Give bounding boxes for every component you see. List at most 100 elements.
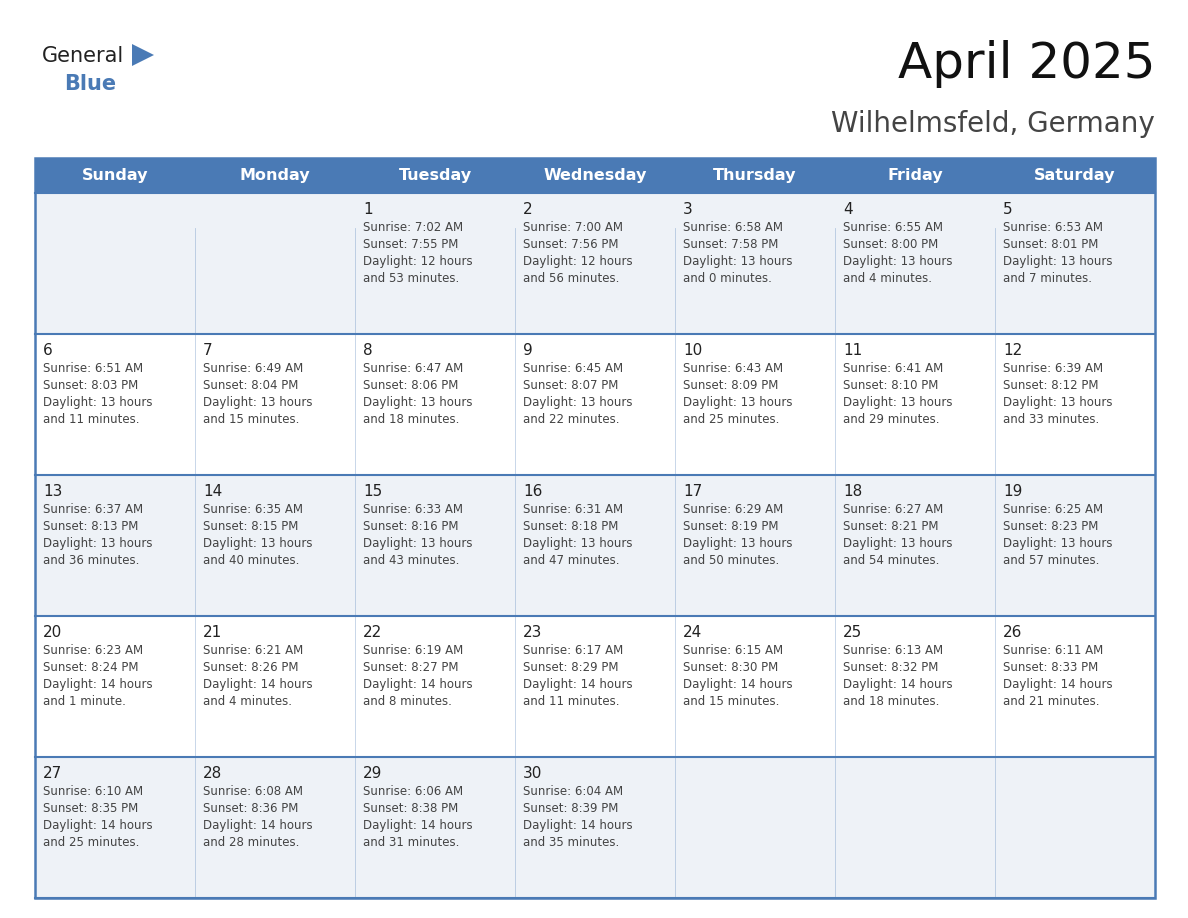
Text: Sunset: 8:06 PM: Sunset: 8:06 PM: [364, 379, 459, 392]
Text: Daylight: 13 hours: Daylight: 13 hours: [683, 396, 792, 409]
Text: Daylight: 13 hours: Daylight: 13 hours: [364, 396, 473, 409]
Text: and 18 minutes.: and 18 minutes.: [843, 695, 940, 708]
Text: and 15 minutes.: and 15 minutes.: [203, 413, 299, 426]
Text: Daylight: 13 hours: Daylight: 13 hours: [364, 537, 473, 550]
Text: 11: 11: [843, 343, 862, 358]
Text: and 15 minutes.: and 15 minutes.: [683, 695, 779, 708]
Text: 3: 3: [683, 202, 693, 217]
Text: Sunrise: 6:53 AM: Sunrise: 6:53 AM: [1003, 221, 1102, 234]
Text: 15: 15: [364, 484, 383, 499]
Text: and 0 minutes.: and 0 minutes.: [683, 272, 772, 285]
Text: 12: 12: [1003, 343, 1022, 358]
Text: Sunrise: 6:41 AM: Sunrise: 6:41 AM: [843, 362, 943, 375]
Text: Sunset: 8:30 PM: Sunset: 8:30 PM: [683, 661, 778, 674]
Text: Sunrise: 7:02 AM: Sunrise: 7:02 AM: [364, 221, 463, 234]
Text: Daylight: 14 hours: Daylight: 14 hours: [843, 678, 953, 691]
Text: and 47 minutes.: and 47 minutes.: [523, 554, 619, 567]
Text: and 56 minutes.: and 56 minutes.: [523, 272, 619, 285]
Text: Daylight: 13 hours: Daylight: 13 hours: [43, 537, 152, 550]
Text: Sunday: Sunday: [82, 168, 148, 183]
Text: and 57 minutes.: and 57 minutes.: [1003, 554, 1099, 567]
Text: and 50 minutes.: and 50 minutes.: [683, 554, 779, 567]
Text: and 8 minutes.: and 8 minutes.: [364, 695, 451, 708]
Text: 6: 6: [43, 343, 52, 358]
Text: Sunset: 8:09 PM: Sunset: 8:09 PM: [683, 379, 778, 392]
Text: Sunrise: 6:45 AM: Sunrise: 6:45 AM: [523, 362, 624, 375]
Text: and 53 minutes.: and 53 minutes.: [364, 272, 460, 285]
Text: and 28 minutes.: and 28 minutes.: [203, 836, 299, 849]
Bar: [34, 616, 1155, 757]
Text: and 29 minutes.: and 29 minutes.: [843, 413, 940, 426]
Text: and 11 minutes.: and 11 minutes.: [523, 695, 619, 708]
Text: Sunset: 7:55 PM: Sunset: 7:55 PM: [364, 238, 459, 251]
Text: Sunrise: 6:19 AM: Sunrise: 6:19 AM: [364, 644, 463, 657]
Text: Sunset: 8:29 PM: Sunset: 8:29 PM: [523, 661, 619, 674]
Text: Daylight: 13 hours: Daylight: 13 hours: [683, 537, 792, 550]
Text: 29: 29: [364, 766, 383, 781]
Text: Sunrise: 6:49 AM: Sunrise: 6:49 AM: [203, 362, 303, 375]
Text: 13: 13: [43, 484, 63, 499]
Text: Sunrise: 6:11 AM: Sunrise: 6:11 AM: [1003, 644, 1104, 657]
Text: Sunset: 8:03 PM: Sunset: 8:03 PM: [43, 379, 138, 392]
Text: Daylight: 13 hours: Daylight: 13 hours: [683, 255, 792, 268]
Text: Sunset: 8:24 PM: Sunset: 8:24 PM: [43, 661, 139, 674]
Text: Daylight: 13 hours: Daylight: 13 hours: [203, 537, 312, 550]
Text: Sunset: 8:23 PM: Sunset: 8:23 PM: [1003, 520, 1099, 533]
Text: and 43 minutes.: and 43 minutes.: [364, 554, 460, 567]
Text: April 2025: April 2025: [897, 40, 1155, 88]
Text: Sunrise: 6:15 AM: Sunrise: 6:15 AM: [683, 644, 783, 657]
Text: Sunset: 8:13 PM: Sunset: 8:13 PM: [43, 520, 138, 533]
Text: Wednesday: Wednesday: [543, 168, 646, 183]
Text: Sunset: 8:10 PM: Sunset: 8:10 PM: [843, 379, 939, 392]
Text: Daylight: 14 hours: Daylight: 14 hours: [203, 819, 312, 832]
Text: Sunrise: 6:13 AM: Sunrise: 6:13 AM: [843, 644, 943, 657]
Text: Sunrise: 6:31 AM: Sunrise: 6:31 AM: [523, 503, 624, 516]
Text: Sunrise: 6:47 AM: Sunrise: 6:47 AM: [364, 362, 463, 375]
Text: and 4 minutes.: and 4 minutes.: [843, 272, 933, 285]
Text: Sunrise: 6:23 AM: Sunrise: 6:23 AM: [43, 644, 143, 657]
Text: Sunrise: 6:04 AM: Sunrise: 6:04 AM: [523, 785, 624, 798]
Text: Sunset: 8:07 PM: Sunset: 8:07 PM: [523, 379, 619, 392]
Text: 1: 1: [364, 202, 373, 217]
Text: 4: 4: [843, 202, 853, 217]
Text: 14: 14: [203, 484, 222, 499]
Bar: [34, 334, 1155, 475]
Text: Blue: Blue: [64, 74, 116, 94]
Text: Sunset: 8:26 PM: Sunset: 8:26 PM: [203, 661, 298, 674]
Text: Daylight: 14 hours: Daylight: 14 hours: [364, 678, 473, 691]
Text: Sunset: 8:35 PM: Sunset: 8:35 PM: [43, 802, 138, 815]
Text: Daylight: 13 hours: Daylight: 13 hours: [523, 396, 632, 409]
Text: Sunrise: 6:27 AM: Sunrise: 6:27 AM: [843, 503, 943, 516]
Text: Daylight: 13 hours: Daylight: 13 hours: [843, 537, 953, 550]
Polygon shape: [132, 44, 154, 66]
Text: Daylight: 13 hours: Daylight: 13 hours: [43, 396, 152, 409]
Text: Sunrise: 6:17 AM: Sunrise: 6:17 AM: [523, 644, 624, 657]
Text: Sunrise: 6:39 AM: Sunrise: 6:39 AM: [1003, 362, 1104, 375]
Text: and 18 minutes.: and 18 minutes.: [364, 413, 460, 426]
Text: 23: 23: [523, 625, 543, 640]
Text: 9: 9: [523, 343, 532, 358]
Text: Daylight: 13 hours: Daylight: 13 hours: [1003, 537, 1112, 550]
Text: 24: 24: [683, 625, 702, 640]
Text: Sunrise: 6:43 AM: Sunrise: 6:43 AM: [683, 362, 783, 375]
Text: 26: 26: [1003, 625, 1023, 640]
Text: Daylight: 14 hours: Daylight: 14 hours: [523, 678, 633, 691]
Text: Sunrise: 6:10 AM: Sunrise: 6:10 AM: [43, 785, 143, 798]
Text: Daylight: 12 hours: Daylight: 12 hours: [364, 255, 473, 268]
Text: 21: 21: [203, 625, 222, 640]
Text: 20: 20: [43, 625, 62, 640]
Text: Sunrise: 7:00 AM: Sunrise: 7:00 AM: [523, 221, 623, 234]
Text: 7: 7: [203, 343, 213, 358]
Text: Wilhelmsfeld, Germany: Wilhelmsfeld, Germany: [832, 110, 1155, 138]
Bar: [34, 158, 1155, 898]
Text: and 33 minutes.: and 33 minutes.: [1003, 413, 1099, 426]
Bar: [34, 475, 1155, 616]
Text: and 1 minute.: and 1 minute.: [43, 695, 126, 708]
Text: and 11 minutes.: and 11 minutes.: [43, 413, 139, 426]
Text: Saturday: Saturday: [1035, 168, 1116, 183]
Text: Sunset: 7:56 PM: Sunset: 7:56 PM: [523, 238, 619, 251]
Text: Sunset: 8:16 PM: Sunset: 8:16 PM: [364, 520, 459, 533]
Text: 18: 18: [843, 484, 862, 499]
Text: 2: 2: [523, 202, 532, 217]
Text: Daylight: 14 hours: Daylight: 14 hours: [43, 678, 152, 691]
